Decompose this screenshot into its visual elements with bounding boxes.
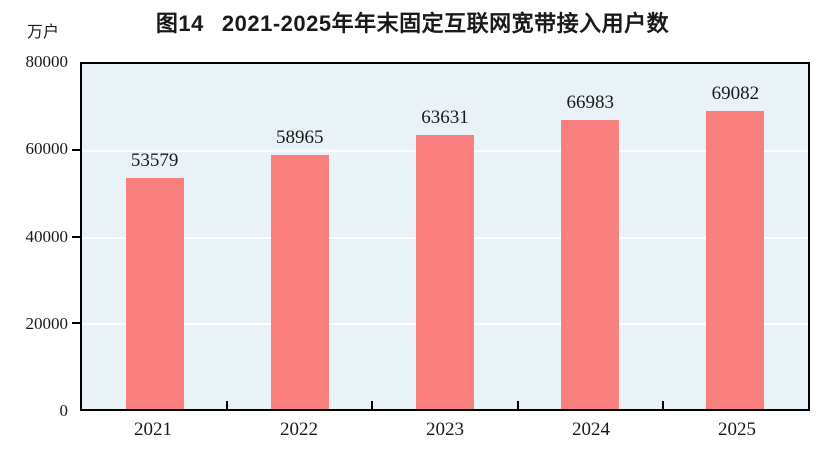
bar (416, 134, 474, 409)
y-axis: 0 20000 40000 60000 80000 (0, 52, 69, 420)
y-tick-mark (72, 149, 80, 152)
y-tick-label: 0 (59, 401, 69, 420)
x-tick-label: 2022 (280, 419, 318, 440)
bar-value-label: 53579 (130, 149, 179, 171)
bar-value-label: 66983 (566, 92, 614, 114)
y-tick-mark (72, 235, 80, 238)
x-tick-mark (661, 401, 664, 409)
bar-value-label: 58965 (276, 126, 324, 148)
x-axis: 2021 2022 2023 2024 2025 (80, 419, 810, 449)
bar (270, 154, 329, 409)
x-tick-mark (516, 401, 519, 409)
bar-value-label: 63631 (421, 106, 469, 128)
y-tick-label: 60000 (25, 139, 69, 159)
bar (706, 111, 765, 409)
y-tick-label: 80000 (25, 52, 69, 71)
x-tick-label: 2023 (426, 419, 464, 440)
chart-title-text: 2021-2025年年末固定互联网宽带接入用户数 (221, 11, 670, 36)
y-tick-label: 40000 (25, 226, 69, 246)
x-tick-label: 2024 (572, 419, 610, 440)
y-tick-label: 20000 (25, 313, 69, 333)
bar-value-label: 69082 (711, 83, 760, 105)
bar (125, 177, 184, 409)
x-tick-mark (371, 401, 374, 409)
y-tick-mark (72, 321, 80, 324)
chart-title: 图14 2021-2025年年末固定互联网宽带接入用户数 (0, 6, 825, 38)
x-tick-mark (226, 401, 229, 409)
x-tick-label: 2021 (134, 419, 172, 440)
figure-label: 图14 (155, 11, 204, 36)
plot-inner: 53579 58965 63631 66983 69082 (72, 64, 808, 409)
plot-area: 53579 58965 63631 66983 69082 (72, 62, 810, 411)
y-axis-unit-label: 万户 (27, 24, 60, 41)
bar (561, 120, 620, 409)
x-tick-label: 2025 (718, 419, 756, 440)
